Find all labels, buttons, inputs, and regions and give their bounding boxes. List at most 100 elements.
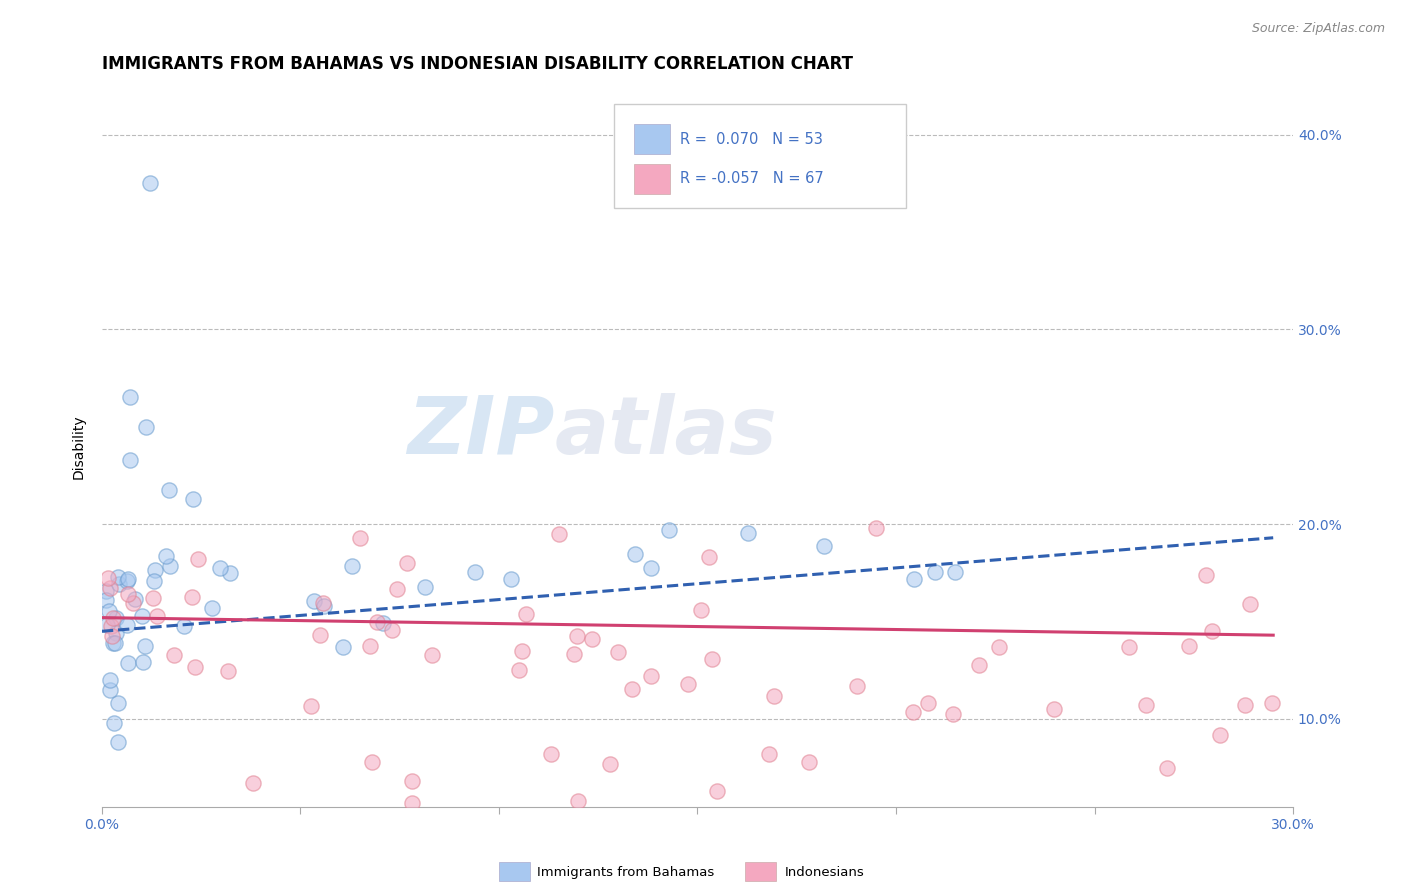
Point [124, 592, 146, 607]
Point [737, 526, 759, 541]
Point [499, 572, 522, 586]
Point [901, 705, 924, 719]
Point [181, 491, 204, 506]
Point [184, 659, 207, 673]
Point [813, 539, 835, 553]
Point [917, 697, 939, 711]
Point [924, 565, 946, 579]
Point [565, 629, 588, 643]
Point [98, 604, 121, 618]
Text: ZIP: ZIP [408, 392, 554, 471]
Point [138, 176, 160, 190]
Point [865, 521, 887, 535]
Text: R =  0.070   N = 53: R = 0.070 N = 53 [679, 132, 823, 146]
Point [103, 715, 125, 730]
Point [155, 549, 177, 563]
Point [562, 647, 585, 661]
Point [115, 574, 138, 588]
Point [676, 677, 699, 691]
Point [567, 794, 589, 808]
Point [349, 531, 371, 545]
Point [690, 602, 713, 616]
Point [100, 619, 122, 633]
Point [201, 601, 224, 615]
Point [94, 592, 117, 607]
Point [105, 611, 128, 625]
Point [1135, 698, 1157, 713]
Point [108, 577, 131, 591]
Point [117, 572, 139, 586]
Point [640, 561, 662, 575]
Point [159, 559, 181, 574]
Point [706, 784, 728, 798]
Point [121, 596, 143, 610]
Point [142, 574, 165, 588]
Point [988, 640, 1011, 654]
Point [599, 756, 621, 771]
Text: atlas: atlas [554, 392, 778, 471]
Point [96, 618, 118, 632]
Point [1201, 624, 1223, 639]
Point [547, 527, 569, 541]
Point [105, 625, 128, 640]
Point [98, 673, 121, 687]
Point [118, 391, 141, 405]
Point [1178, 640, 1201, 654]
Point [142, 591, 165, 606]
Text: Indonesians: Indonesians [785, 866, 865, 879]
Point [1209, 728, 1232, 742]
Point [186, 552, 208, 566]
Point [97, 571, 120, 585]
Point [218, 566, 240, 580]
Point [700, 651, 723, 665]
Point [1156, 761, 1178, 775]
Point [359, 639, 381, 653]
Text: IMMIGRANTS FROM BAHAMAS VS INDONESIAN DISABILITY CORRELATION CHART: IMMIGRANTS FROM BAHAMAS VS INDONESIAN DI… [101, 55, 853, 73]
Point [413, 580, 436, 594]
Point [131, 608, 153, 623]
Y-axis label: Disability: Disability [72, 414, 86, 478]
Point [658, 523, 681, 537]
Point [758, 747, 780, 761]
Point [366, 615, 388, 629]
Point [640, 669, 662, 683]
Point [540, 747, 562, 761]
FancyBboxPatch shape [634, 163, 671, 194]
Point [163, 648, 186, 663]
Text: Source: ZipAtlas.com: Source: ZipAtlas.com [1251, 22, 1385, 36]
Point [381, 624, 404, 638]
Point [304, 594, 326, 608]
Point [943, 566, 966, 580]
Point [117, 587, 139, 601]
Point [107, 735, 129, 749]
Point [299, 698, 322, 713]
Point [515, 607, 537, 622]
Point [1195, 567, 1218, 582]
Point [217, 664, 239, 678]
Point [762, 690, 785, 704]
Point [332, 640, 354, 655]
Point [420, 648, 443, 662]
Point [846, 679, 869, 693]
Point [1261, 696, 1284, 710]
Point [1234, 698, 1257, 713]
Point [508, 663, 530, 677]
Point [371, 615, 394, 630]
Point [396, 556, 419, 570]
Point [134, 639, 156, 653]
Point [101, 611, 124, 625]
Point [309, 628, 332, 642]
Point [1118, 640, 1140, 654]
Point [146, 608, 169, 623]
Text: R = -0.057   N = 67: R = -0.057 N = 67 [679, 171, 824, 186]
Point [581, 632, 603, 646]
Point [98, 581, 121, 595]
Point [312, 599, 335, 614]
FancyBboxPatch shape [634, 124, 671, 154]
Point [135, 419, 157, 434]
Point [342, 558, 364, 573]
Point [464, 566, 486, 580]
Text: Immigrants from Bahamas: Immigrants from Bahamas [537, 866, 714, 879]
Point [118, 453, 141, 467]
Point [107, 697, 129, 711]
